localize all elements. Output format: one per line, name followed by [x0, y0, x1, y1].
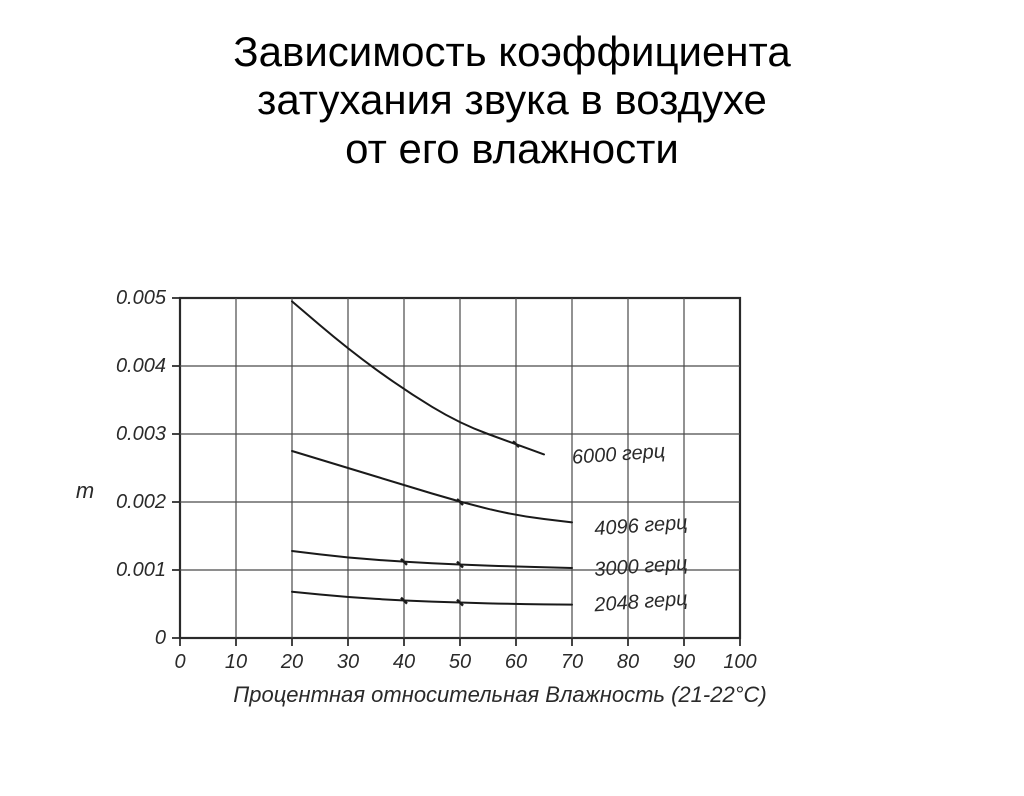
x-tick-label: 60	[505, 651, 527, 673]
series-2048	[292, 592, 572, 605]
series-label-4096: 4096 герц	[594, 512, 689, 540]
series-3000	[292, 551, 572, 568]
title-line-1: Зависимость коэффициента	[0, 28, 1024, 76]
x-tick-label: 90	[673, 651, 695, 673]
attenuation-chart: 0 10 20 30 40 50 60 70 80 90 100 0 0.001 0.002 0.003 0.…	[60, 268, 960, 748]
title-line-3: от его влажности	[0, 125, 1024, 173]
series-label-3000: 3000 герц	[594, 553, 689, 581]
page-title: Зависимость коэффициента затухания звука…	[0, 28, 1024, 173]
y-tick-label: 0.001	[116, 559, 166, 581]
series-4096	[292, 451, 572, 522]
x-tick-label: 100	[723, 651, 756, 673]
x-tick-label: 80	[617, 651, 639, 673]
x-tick-label: 0	[174, 651, 185, 673]
series-6000	[292, 302, 544, 455]
x-tick-label: 70	[561, 651, 583, 673]
y-tick-label: 0.003	[116, 423, 166, 445]
title-line-2: затухания звука в воздухе	[0, 76, 1024, 124]
x-tick-label: 40	[393, 651, 415, 673]
x-tick-label: 20	[280, 651, 303, 673]
x-axis-title: Процентная относительная Влажность (21-2…	[233, 682, 766, 707]
x-tick-label: 50	[449, 651, 471, 673]
y-tick-label: 0.002	[116, 491, 166, 513]
y-tick-label: 0.005	[116, 287, 167, 309]
y-tick-label: 0	[155, 627, 166, 649]
series-label-6000: 6000 герц	[571, 440, 666, 468]
x-tick-label: 30	[337, 651, 359, 673]
y-axis-label: m	[76, 478, 94, 503]
series-label-2048: 2048 герц	[593, 588, 689, 617]
x-tick-label: 10	[225, 651, 247, 673]
y-tick-label: 0.004	[116, 355, 166, 377]
